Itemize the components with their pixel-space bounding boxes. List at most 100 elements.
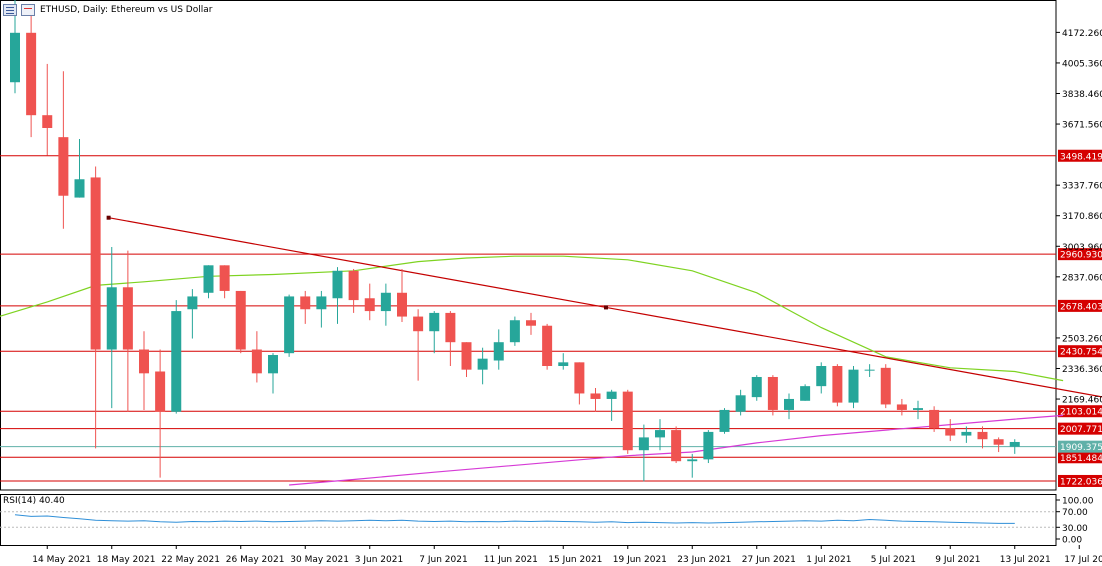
candle-up: [74, 179, 85, 198]
candle-down: [58, 137, 69, 196]
level-label: 1722.036: [1060, 477, 1102, 487]
candle-up: [864, 369, 875, 371]
y-tick-label: 2503.260: [1062, 334, 1102, 344]
x-tick-label: 13 Jul 2021: [1000, 555, 1051, 565]
candle-up: [816, 366, 827, 387]
x-tick-label: 9 Jul 2021: [935, 555, 980, 565]
level-label: 2007.771: [1060, 425, 1102, 435]
candle-up: [284, 296, 295, 354]
rsi-tick-label: 30.00: [1062, 524, 1088, 534]
candle-up: [203, 265, 214, 293]
x-tick-label: 19 Jun 2021: [613, 555, 667, 565]
y-tick-label: 2837.060: [1062, 273, 1102, 283]
x-tick-label: 30 May 2021: [290, 555, 349, 565]
level-label: 2103.014: [1060, 408, 1102, 418]
calendar-icon[interactable]: [21, 4, 35, 16]
candle-down: [413, 316, 424, 332]
candle-down: [139, 349, 149, 374]
ma-green-line: [0, 255, 1064, 382]
y-tick-label: 4172.260: [1062, 29, 1102, 39]
horizontal-levels: 3498.419 2960.930 2678.403 2430.754 2103.014…: [0, 149, 1102, 487]
candle-up: [784, 398, 794, 410]
trendline-anchor: [604, 305, 608, 310]
candle-up: [848, 369, 859, 403]
current-price-tag: [1058, 440, 1102, 453]
y-tick-label: 3838.460: [1062, 90, 1102, 100]
time-axis: 14 May 2021 18 May 2021 22 May 2021 26 May …: [32, 545, 1102, 565]
candle-down: [300, 296, 311, 310]
candle-up: [509, 320, 520, 343]
trendline-group: [106, 215, 1102, 398]
x-tick-label: 1 Jul 2021: [806, 555, 851, 565]
candle-down: [235, 290, 246, 350]
candle-down: [977, 431, 988, 440]
candle-up: [638, 437, 649, 451]
candle-up: [106, 287, 117, 350]
bar-chart-icon[interactable]: [3, 4, 17, 16]
candle-up: [961, 431, 972, 436]
price-axis: 4172.260 4005.360 3838.460 3671.560 3337.760…: [1056, 29, 1102, 406]
candle-down: [993, 439, 1004, 445]
candle-up: [913, 408, 923, 410]
candle-down: [90, 177, 101, 350]
level-tag: [1058, 474, 1102, 487]
main-panel-border: [0, 0, 1057, 491]
candle-down: [767, 376, 778, 410]
x-tick-label: 18 May 2021: [97, 555, 156, 565]
y-tick-label: 3170.860: [1062, 212, 1102, 222]
candle-up: [735, 395, 746, 412]
candle-up: [268, 355, 278, 374]
candle-up: [171, 311, 182, 412]
candle-down: [445, 312, 456, 343]
rsi-label: RSI(14) 40.40: [3, 496, 65, 506]
candle-down: [945, 428, 956, 436]
candle-up: [558, 362, 569, 366]
x-tick-label: 22 May 2021: [161, 555, 220, 565]
candle-up: [332, 270, 343, 299]
candle-down: [219, 265, 230, 291]
level-label: 2678.403: [1060, 302, 1102, 312]
candle-down: [542, 325, 553, 366]
y-tick-label: 3671.560: [1062, 121, 1102, 131]
candlesticks: [10, 0, 1020, 482]
candle-down: [461, 342, 472, 370]
candle-down: [122, 287, 133, 350]
candle-up: [493, 342, 504, 361]
y-tick-label: 3337.760: [1062, 182, 1102, 192]
x-tick-label: 23 Jun 2021: [677, 555, 731, 565]
x-tick-label: 3 Jun 2021: [355, 555, 403, 565]
candle-down: [929, 409, 940, 429]
candle-down: [590, 393, 601, 399]
candle-down: [880, 367, 891, 405]
rsi-line: [14, 514, 1015, 524]
x-tick-label: 7 Jun 2021: [419, 555, 467, 565]
candle-up: [477, 358, 488, 370]
candle-up: [687, 459, 698, 462]
rsi-tick-label: 70.00: [1062, 508, 1088, 518]
candle-down: [526, 320, 536, 326]
candle-up: [655, 430, 665, 438]
x-tick-label: 17 Jul 2021: [1064, 555, 1102, 565]
moving-averages: [0, 255, 1064, 486]
x-tick-label: 14 May 2021: [32, 555, 91, 565]
candle-down: [251, 349, 262, 374]
candle-up: [380, 292, 391, 312]
candle-up: [703, 431, 714, 460]
x-tick-label: 5 Jul 2021: [871, 555, 916, 565]
rsi-tick-label: 100.00: [1062, 497, 1094, 507]
current-price-label: 1909.375: [1060, 443, 1102, 453]
level-tag: [1058, 299, 1102, 312]
candle-down: [364, 298, 375, 312]
level-tag: [1058, 149, 1102, 162]
x-tick-label: 15 Jun 2021: [548, 555, 602, 565]
level-tag: [1058, 405, 1102, 418]
level-tag: [1058, 345, 1102, 358]
candle-down: [397, 292, 407, 317]
x-tick-label: 11 Jun 2021: [484, 555, 538, 565]
level-label: 2430.754: [1060, 348, 1102, 358]
rsi-panel-border: [0, 494, 1057, 546]
chart-frame: [0, 0, 1057, 546]
candle-up: [429, 312, 440, 332]
chart-title: ETHUSD, Daily: Ethereum vs US Dollar: [40, 5, 213, 15]
candle-up: [187, 296, 198, 310]
